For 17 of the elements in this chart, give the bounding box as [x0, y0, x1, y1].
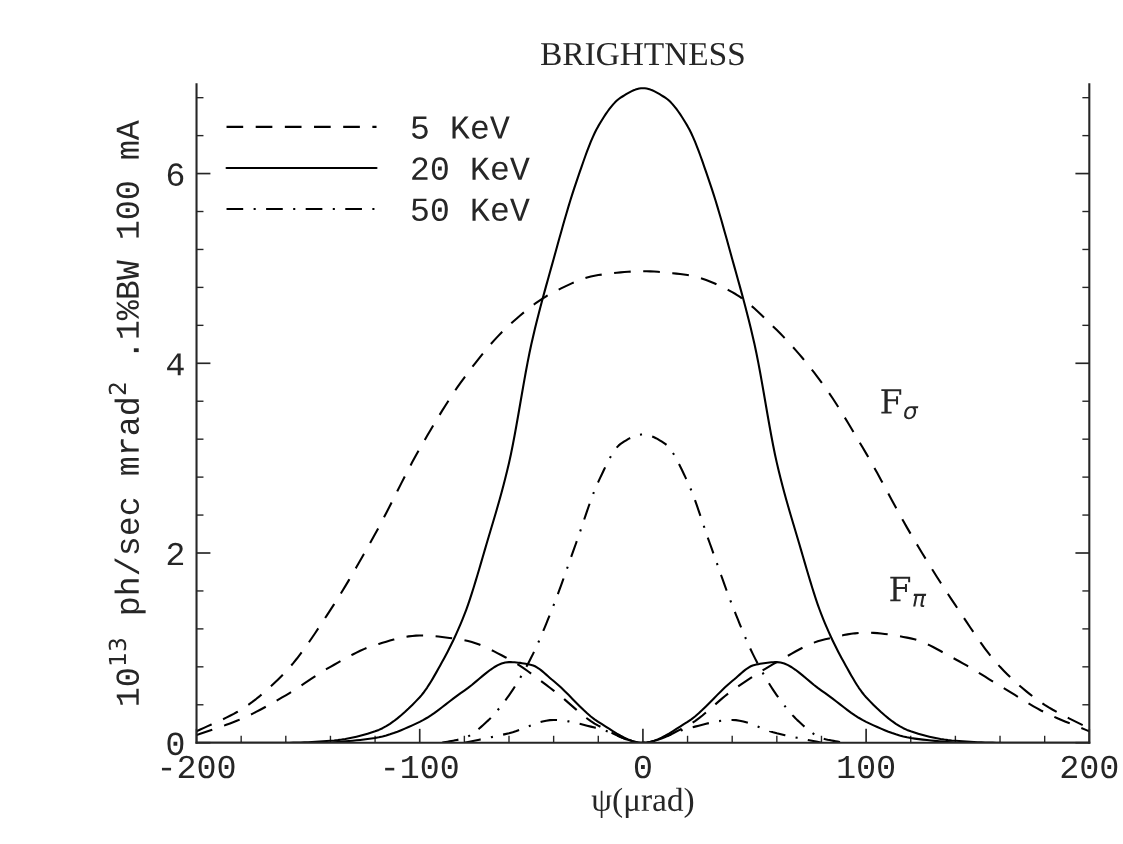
legend-label: 50 KeV [411, 198, 530, 222]
text: 10$^{13}$ ph/sec mrad$^{2}$ .1%BW 100 mA [108, 120, 146, 705]
chart-title: BRIGHTNESS [541, 42, 744, 66]
y-tick-label: 2 [167, 542, 184, 566]
x-tick-label: -200 [161, 755, 235, 779]
x-tick-label: 0 [634, 755, 651, 779]
x-axis-title: ψ(μrad) [591, 787, 694, 818]
y-tick-label: 0 [167, 732, 184, 756]
annotation: F$_{π}$ [890, 576, 927, 608]
y-tick-label: 4 [167, 353, 184, 376]
y-tick-label: 6 [167, 163, 184, 186]
x-tick-label: -100 [385, 755, 458, 779]
legend-label: 5 KeV [411, 116, 510, 139]
legend-label: 20 KeV [412, 157, 530, 180]
annotation: F$_{σ}$ [881, 389, 919, 420]
x-tick-label: 100 [838, 755, 895, 779]
x-tick-label: 200 [1061, 755, 1118, 779]
